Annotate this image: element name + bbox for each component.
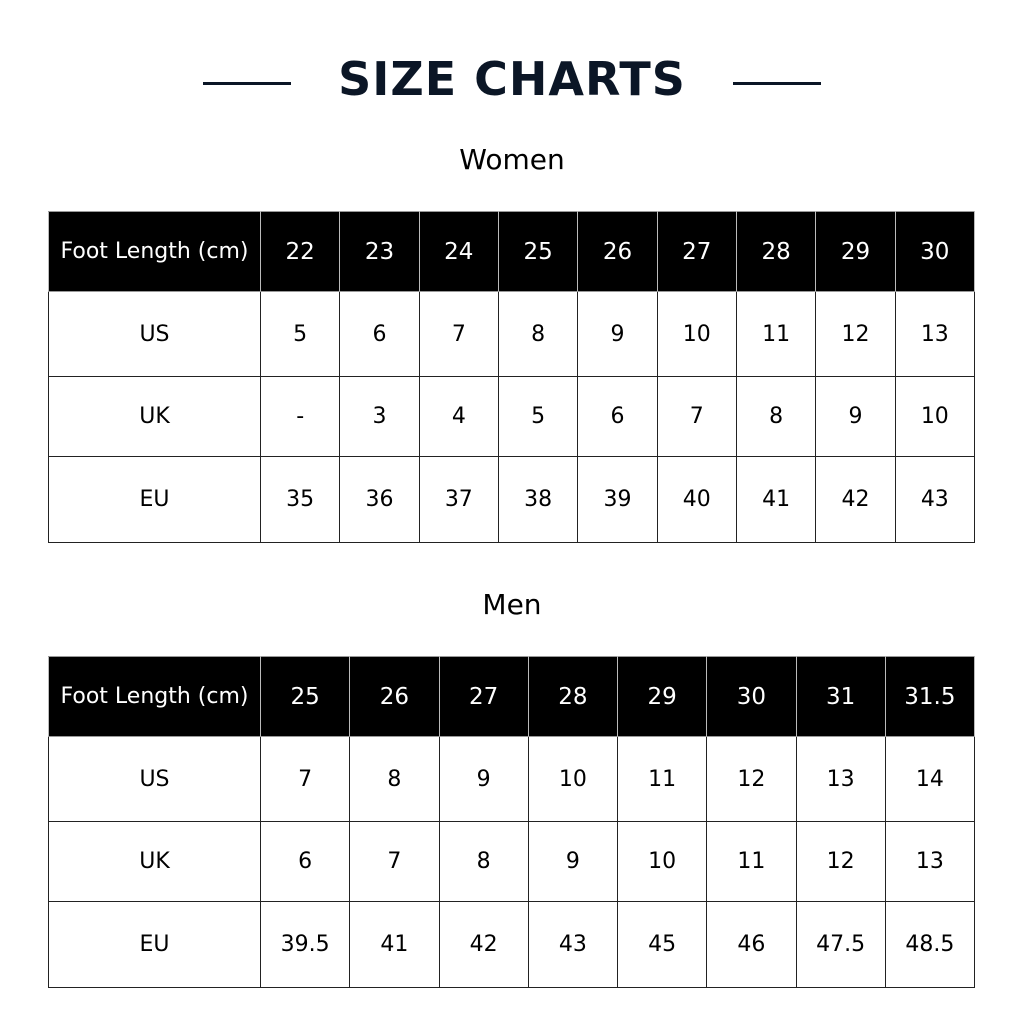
size-cell: 4 <box>418 376 499 457</box>
size-cell: 10 <box>616 821 708 902</box>
table-row: US 7 8 9 10 11 12 13 14 <box>48 736 976 822</box>
size-cell: 5 <box>497 376 579 457</box>
table-row: EU 39.5 41 42 43 45 46 47.5 48.5 <box>48 901 976 988</box>
size-cell: 6 <box>577 376 658 457</box>
size-cell: 8 <box>349 736 440 822</box>
foot-length-label: Foot Length (cm) <box>48 656 261 737</box>
table-row: UK 6 7 8 9 10 11 12 13 <box>48 821 976 902</box>
foot-length-cell: 27 <box>656 211 737 292</box>
size-cell: 10 <box>656 291 737 377</box>
size-cell: 35 <box>259 456 341 543</box>
table-row: UK -3 4 5 6 7 8 9 10 <box>48 376 976 457</box>
size-cell: 7 <box>349 821 440 902</box>
size-cell: 36 <box>339 456 420 543</box>
foot-length-cell: 27 <box>438 656 529 737</box>
size-cell: 12 <box>795 821 886 902</box>
header-row: Foot Length (cm) 22 23 24 25 26 27 28 29 30 <box>48 211 976 292</box>
size-cell: 12 <box>815 291 896 377</box>
size-cell: 39 <box>577 456 658 543</box>
size-cell: 42 <box>815 456 896 543</box>
size-cell: 11 <box>706 821 797 902</box>
size-cell: 46 <box>706 901 797 988</box>
size-cell: 7 <box>656 376 737 457</box>
size-cell: 13 <box>894 291 976 377</box>
foot-length-cell: 25 <box>497 211 579 292</box>
size-cell: 9 <box>438 736 529 822</box>
size-cell: 38 <box>497 456 579 543</box>
row-label: US <box>48 291 261 377</box>
foot-length-cell: 24 <box>418 211 499 292</box>
foot-length-cell: 23 <box>339 211 420 292</box>
size-cell: 8 <box>497 291 579 377</box>
row-label: EU <box>48 456 261 543</box>
size-cell: 14 <box>884 736 976 822</box>
size-cell: 3 <box>339 376 420 457</box>
foot-length-cell: 28 <box>735 211 817 292</box>
title-rule-left <box>203 82 291 85</box>
size-cell: 6 <box>259 821 351 902</box>
size-cell: 40 <box>656 456 737 543</box>
women-heading: Women <box>459 143 565 176</box>
size-cell: 9 <box>527 821 619 902</box>
foot-length-cell: 25 <box>259 656 351 737</box>
foot-length-cell: 22 <box>259 211 341 292</box>
size-cell: 9 <box>815 376 896 457</box>
foot-length-cell: 29 <box>815 211 896 292</box>
size-cell: 7 <box>418 291 499 377</box>
size-cell: 37 <box>418 456 499 543</box>
size-cell: 42 <box>438 901 529 988</box>
size-cell: 48.5 <box>884 901 976 988</box>
size-cell: 43 <box>527 901 619 988</box>
men-heading: Men <box>482 588 542 621</box>
size-cell: 41 <box>349 901 440 988</box>
foot-length-cell: 28 <box>527 656 619 737</box>
size-cell: 11 <box>616 736 708 822</box>
size-cell: - <box>259 376 341 457</box>
row-label: US <box>48 736 261 822</box>
title-rule-right <box>733 82 821 85</box>
size-cell: 9 <box>577 291 658 377</box>
size-cell: 7 <box>259 736 351 822</box>
size-cell: 11 <box>735 291 817 377</box>
foot-length-cell: 31.5 <box>884 656 976 737</box>
size-cell: 8 <box>735 376 817 457</box>
foot-length-cell: 30 <box>894 211 976 292</box>
size-cell: 47.5 <box>795 901 886 988</box>
row-label: UK <box>48 376 261 457</box>
table-row: EU 35 36 37 38 39 40 41 42 43 <box>48 456 976 543</box>
table-row: US 5 6 7 8 9 10 11 12 13 <box>48 291 976 377</box>
size-cell: 13 <box>884 821 976 902</box>
page-title: SIZE CHARTS <box>338 52 686 106</box>
women-size-table: Foot Length (cm) 22 23 24 25 26 27 28 29 30 US 5 6 7 8… <box>48 211 976 543</box>
size-cell: 6 <box>339 291 420 377</box>
size-cell: 5 <box>259 291 341 377</box>
size-cell: 8 <box>438 821 529 902</box>
size-cell: 13 <box>795 736 886 822</box>
foot-length-label: Foot Length (cm) <box>48 211 261 292</box>
size-cell: 43 <box>894 456 976 543</box>
foot-length-cell: 31 <box>795 656 886 737</box>
foot-length-cell: 30 <box>706 656 797 737</box>
size-cell: 41 <box>735 456 817 543</box>
foot-length-cell: 29 <box>616 656 708 737</box>
size-cell: 12 <box>706 736 797 822</box>
size-cell: 10 <box>527 736 619 822</box>
foot-length-cell: 26 <box>349 656 440 737</box>
men-size-table: Foot Length (cm) 25 26 27 28 29 30 31 31.5 US 7 8 9 1… <box>48 656 976 988</box>
size-cell: 39.5 <box>259 901 351 988</box>
size-cell: 45 <box>616 901 708 988</box>
row-label: EU <box>48 901 261 988</box>
foot-length-cell: 26 <box>577 211 658 292</box>
row-label: UK <box>48 821 261 902</box>
size-cell: 10 <box>894 376 976 457</box>
header-row: Foot Length (cm) 25 26 27 28 29 30 31 31.5 <box>48 656 976 737</box>
